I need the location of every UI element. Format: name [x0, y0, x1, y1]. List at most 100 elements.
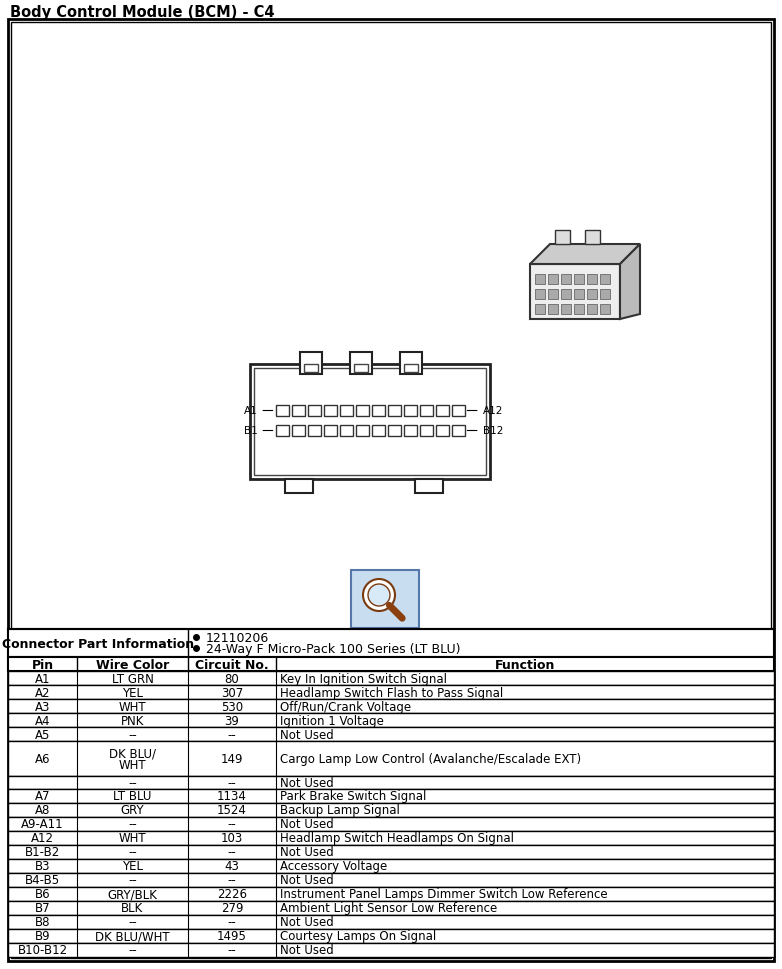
Bar: [8, 629, 774, 657]
Bar: [404, 406, 417, 417]
Bar: [275, 425, 289, 437]
Bar: [8, 831, 774, 845]
Bar: [600, 275, 610, 285]
Text: 103: 103: [221, 831, 243, 845]
Text: A5: A5: [34, 728, 50, 741]
Text: Not Used: Not Used: [280, 728, 334, 741]
Bar: [356, 425, 368, 437]
Text: Body Control Module (BCM) - C4: Body Control Module (BCM) - C4: [10, 5, 274, 19]
Bar: [8, 672, 774, 685]
Bar: [254, 368, 486, 476]
Text: A12: A12: [468, 406, 503, 416]
Bar: [530, 265, 620, 320]
Bar: [8, 776, 774, 789]
Bar: [8, 943, 774, 957]
Bar: [388, 406, 400, 417]
Text: Circuit No.: Circuit No.: [196, 658, 269, 671]
Text: --: --: [228, 944, 236, 956]
Text: Headlamp Switch Flash to Pass Signal: Headlamp Switch Flash to Pass Signal: [280, 686, 504, 699]
Text: A9-A11: A9-A11: [21, 818, 64, 830]
Bar: [587, 290, 597, 299]
Text: --: --: [228, 873, 236, 887]
Bar: [548, 304, 558, 315]
Text: Off/Run/Crank Voltage: Off/Run/Crank Voltage: [280, 700, 411, 713]
Text: LT GRN: LT GRN: [112, 672, 153, 685]
Bar: [307, 406, 321, 417]
Text: B3: B3: [34, 860, 50, 872]
Text: WHT: WHT: [119, 758, 146, 771]
Bar: [351, 571, 419, 628]
Bar: [8, 713, 774, 728]
Text: A2: A2: [34, 686, 50, 699]
Text: B12: B12: [468, 426, 503, 436]
Text: Headlamp Switch Headlamps On Signal: Headlamp Switch Headlamps On Signal: [280, 831, 514, 845]
Text: --: --: [228, 728, 236, 741]
Text: 1524: 1524: [217, 803, 247, 817]
Text: YEL: YEL: [122, 686, 143, 699]
Bar: [574, 290, 584, 299]
Bar: [8, 817, 774, 831]
Text: DK BLU/: DK BLU/: [109, 747, 156, 760]
Text: Not Used: Not Used: [280, 916, 334, 928]
Text: A12: A12: [31, 831, 54, 845]
Text: BLK: BLK: [121, 901, 144, 915]
Bar: [350, 353, 372, 375]
Bar: [535, 290, 545, 299]
Text: Instrument Panel Lamps Dimmer Switch Low Reference: Instrument Panel Lamps Dimmer Switch Low…: [280, 888, 608, 900]
Text: A8: A8: [34, 803, 50, 817]
Bar: [600, 304, 610, 315]
Bar: [292, 406, 304, 417]
Text: 43: 43: [224, 860, 239, 872]
Bar: [587, 304, 597, 315]
Text: A6: A6: [34, 752, 50, 766]
Text: --: --: [128, 728, 137, 741]
Text: 1134: 1134: [217, 790, 247, 802]
Text: Accessory Voltage: Accessory Voltage: [280, 860, 387, 872]
Bar: [371, 406, 385, 417]
Text: A1: A1: [34, 672, 50, 685]
Bar: [8, 929, 774, 943]
Text: B1: B1: [244, 426, 273, 436]
Bar: [8, 845, 774, 860]
Bar: [371, 425, 385, 437]
Bar: [451, 406, 465, 417]
Text: WHT: WHT: [119, 831, 146, 845]
Text: Not Used: Not Used: [280, 846, 334, 859]
Text: DK BLU/WHT: DK BLU/WHT: [95, 929, 170, 943]
Circle shape: [368, 584, 390, 607]
Circle shape: [363, 579, 395, 611]
Text: 279: 279: [221, 901, 243, 915]
Bar: [548, 290, 558, 299]
Text: 39: 39: [224, 714, 239, 727]
Text: Backup Lamp Signal: Backup Lamp Signal: [280, 803, 400, 817]
Text: 12110206: 12110206: [206, 631, 269, 644]
Bar: [339, 406, 353, 417]
Bar: [574, 275, 584, 285]
Text: --: --: [128, 846, 137, 859]
Text: B7: B7: [34, 901, 50, 915]
Bar: [8, 915, 774, 929]
Text: Not Used: Not Used: [280, 944, 334, 956]
Bar: [307, 425, 321, 437]
Text: B4-B5: B4-B5: [25, 873, 60, 887]
Bar: [535, 275, 545, 285]
Bar: [8, 700, 774, 713]
Text: Function: Function: [495, 658, 555, 671]
Text: GRY/BLK: GRY/BLK: [108, 888, 157, 900]
Text: PNK: PNK: [120, 714, 144, 727]
Bar: [419, 406, 432, 417]
Bar: [275, 406, 289, 417]
Polygon shape: [530, 245, 640, 265]
Bar: [561, 304, 571, 315]
Text: B1-B2: B1-B2: [25, 846, 60, 859]
Text: GRY: GRY: [120, 803, 145, 817]
Bar: [574, 304, 584, 315]
Bar: [356, 406, 368, 417]
Text: Connector Part Information: Connector Part Information: [2, 637, 194, 650]
Bar: [292, 425, 304, 437]
Text: 80: 80: [224, 672, 239, 685]
Text: 530: 530: [221, 700, 243, 713]
Text: Courtesy Lamps On Signal: Courtesy Lamps On Signal: [280, 929, 436, 943]
Text: --: --: [228, 846, 236, 859]
Text: B9: B9: [34, 929, 50, 943]
